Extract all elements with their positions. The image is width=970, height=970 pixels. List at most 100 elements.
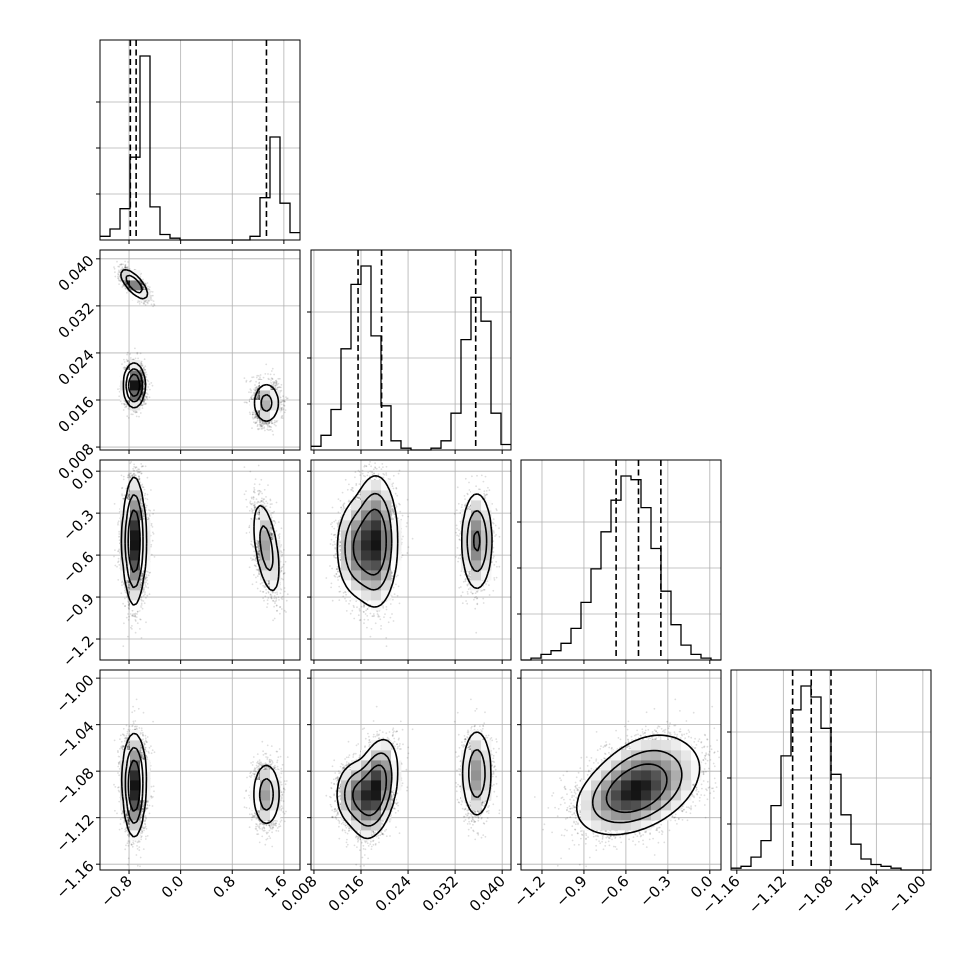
hist-bar: [290, 233, 300, 240]
hist-bar: [851, 844, 861, 870]
panel-frame: [99, 39, 301, 241]
panel-p2-p4: [325, 698, 501, 868]
hist-bar: [331, 410, 341, 451]
hist-step-line: [521, 475, 721, 661]
panel-frame: [310, 459, 512, 661]
panel-p1-p2: [113, 260, 289, 436]
hist-bar: [571, 628, 581, 660]
contour-level-2: [343, 748, 486, 827]
y-tick-label: −1.04: [52, 718, 97, 763]
contour-level-1: [575, 734, 701, 836]
y-tick-label: −1.16: [52, 857, 97, 902]
contour-level-2: [124, 493, 274, 589]
panel-p3-p4: [533, 698, 721, 868]
x-tick-label: 0.8: [209, 872, 239, 902]
y-tick-label: −1.12: [52, 811, 97, 856]
hist-bar: [861, 859, 871, 870]
x-tick-label: 0.0: [158, 872, 188, 902]
hist-bar: [321, 435, 331, 450]
hist-bar: [661, 591, 671, 660]
hist-bar: [771, 806, 781, 870]
y-tick-label: −0.6: [59, 548, 97, 586]
y-tick-label: −1.08: [52, 764, 97, 809]
hist-bar: [761, 841, 771, 870]
hist-bar: [671, 625, 681, 660]
hist-bar: [341, 349, 351, 450]
hist-bar: [641, 508, 651, 660]
contour-level-3: [352, 508, 481, 576]
x-tick-label: −0.9: [552, 872, 590, 910]
hist-bar: [270, 137, 280, 240]
hist-bar: [581, 602, 591, 660]
contour-level-1: [120, 269, 280, 423]
hist-bar: [591, 569, 601, 660]
panel-p2-p3: [325, 460, 501, 648]
hist-bar: [691, 654, 701, 660]
x-tick-label: −0.8: [97, 872, 135, 910]
y-tick-label: 0.024: [55, 346, 98, 389]
hist-bar: [681, 645, 691, 660]
contour-level-2: [124, 746, 274, 825]
panel-frame: [99, 459, 301, 661]
x-tick-label: 0.024: [372, 872, 415, 915]
contour-level-1: [120, 476, 280, 606]
histogram-p4: [727, 670, 931, 871]
hist-bar: [751, 857, 761, 870]
panel-frame: [310, 249, 512, 451]
hist-bar: [491, 413, 501, 450]
hist-bar: [371, 336, 381, 450]
contour-level-3: [127, 759, 141, 813]
hist-bar: [631, 480, 641, 660]
panel-frame: [310, 669, 512, 871]
hist-step-line: [311, 265, 511, 451]
panel-p1-p3: [113, 460, 289, 648]
y-tick-label: −0.9: [59, 590, 97, 628]
y-tick-label: −0.3: [59, 506, 97, 544]
hist-bar: [551, 651, 561, 660]
histogram-p3: [517, 460, 721, 661]
y-tick-label: 0.040: [55, 252, 98, 295]
y-tick-label: 0.032: [55, 299, 98, 342]
x-tick-label: −1.00: [884, 872, 929, 917]
contour-level-3: [127, 373, 141, 398]
x-tick-label: −0.3: [636, 872, 674, 910]
x-tick-label: 0.016: [325, 872, 368, 915]
hist-step-line: [731, 685, 931, 871]
hist-bar: [831, 774, 841, 870]
hist-bar: [811, 697, 821, 870]
hist-bar: [451, 413, 461, 450]
x-tick-label: 0.032: [419, 872, 462, 915]
grid-lines: [521, 460, 721, 660]
x-tick-label: −1.04: [838, 872, 883, 917]
hist-bar: [160, 235, 170, 241]
contour-level-1: [336, 475, 493, 608]
x-tick-label: −0.6: [594, 872, 632, 910]
hist-bar: [601, 532, 611, 660]
hist-bar: [391, 441, 401, 450]
contour-level-2: [591, 749, 683, 824]
hist-bar: [781, 756, 791, 870]
y-tick-label: 0.016: [55, 393, 98, 436]
contour-level-1: [336, 731, 492, 840]
panel-frame: [520, 669, 722, 871]
contour-level-2: [125, 274, 273, 413]
x-tick-label: 0.040: [466, 872, 509, 915]
x-tick-label: −1.2: [510, 872, 548, 910]
hist-bar: [280, 203, 290, 240]
x-tick-label: −1.08: [791, 872, 836, 917]
hist-bar: [841, 815, 851, 870]
hist-bar: [381, 406, 391, 450]
y-tick-label: −1.00: [52, 671, 97, 716]
hist-bar: [130, 157, 140, 240]
hist-bar: [561, 643, 571, 660]
x-tick-label: −1.12: [745, 872, 790, 917]
hist-bar: [651, 549, 661, 661]
panel-p1-p4: [113, 698, 289, 868]
panel-frame: [99, 669, 301, 871]
hist-bar: [120, 209, 130, 240]
contour-level-1: [120, 732, 280, 838]
contour-level-3: [605, 763, 668, 814]
hist-bar: [351, 284, 361, 450]
hist-bar: [441, 441, 451, 450]
